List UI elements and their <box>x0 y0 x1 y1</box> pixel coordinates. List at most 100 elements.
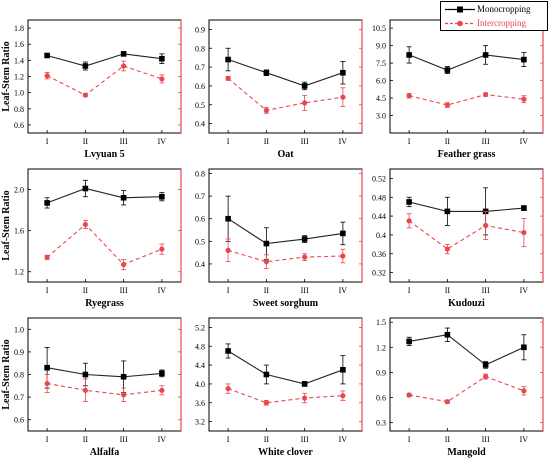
panel-1-point-inter-1 <box>82 92 88 98</box>
panel-4-xtick-label-2: III <box>120 286 128 295</box>
panel-1-ytick-label-2: 1.0 <box>14 89 24 98</box>
panel-8-xtick-label-2: III <box>301 435 309 444</box>
panel-3-xtick-label-2: III <box>482 137 490 146</box>
panel-1-ytick-label-6: 1.8 <box>14 24 24 33</box>
panel-5-frame <box>208 168 363 283</box>
panel-8-ytick-label-4: 4.8 <box>195 342 205 351</box>
panel-5-point-inter-3 <box>340 253 346 259</box>
panel-1-point-inter-3 <box>159 76 165 82</box>
panel-6-ytick-label-0: 0.32 <box>372 269 386 278</box>
panel-7-frame <box>27 317 182 432</box>
panel-7-ytick-label-4: 1.0 <box>14 325 24 334</box>
panel-2-point-inter-3 <box>340 94 346 100</box>
panel-3-xtick-label-3: IV <box>520 137 529 146</box>
panel-8-point-mono-2 <box>301 381 308 387</box>
panel-5-xtick-label-3: IV <box>339 286 348 295</box>
panel-2-frame <box>208 19 363 134</box>
panel-6-xtick-label-2: III <box>482 286 490 295</box>
panel-7-point-inter-0 <box>44 380 50 387</box>
panel-7-point-mono-3 <box>159 370 165 377</box>
panel-2-xtick-label-2: III <box>301 137 309 146</box>
panel-7-ytick-label-0: 0.6 <box>14 416 24 425</box>
panel-9-ytick-label-1: 0.6 <box>376 394 386 403</box>
panel-1-point-mono-1 <box>82 63 89 69</box>
panel-5-xlabel: Sweet sorghum <box>253 298 319 309</box>
panel-2-point-mono-1 <box>263 69 270 76</box>
legend-marker-intercropping <box>445 20 475 27</box>
panel-8-frame <box>208 317 363 432</box>
legend-entry-monocropping: Monocropping <box>441 3 547 16</box>
panel-1-point-mono-2 <box>120 51 127 57</box>
panel-9-ytick-label-3: 1.2 <box>376 343 386 352</box>
panel-3-point-mono-2 <box>482 52 489 58</box>
panel-8-xtick-label-3: IV <box>339 435 348 444</box>
panel-4-ylabel: Leaf-Stem Ratio <box>1 190 12 260</box>
panel-4-point-inter-3 <box>159 246 165 252</box>
panel-2-ytick-label-3: 0.7 <box>195 63 205 72</box>
panel-2-ytick-label-5: 0.9 <box>195 25 205 34</box>
panel-2-series-line-inter <box>227 77 343 111</box>
panel-3-ytick-label-0: 3.0 <box>376 112 386 121</box>
panel-7-series-line-inter <box>47 382 162 396</box>
legend-label-monocropping: Monocropping <box>477 4 531 14</box>
panel-3-ytick-label-1: 4.5 <box>376 94 386 103</box>
panel-9-xlabel: Mangold <box>447 447 486 458</box>
panel-5-series-line-mono <box>227 218 343 245</box>
panel-3-ytick-label-5: 10.5 <box>372 24 386 33</box>
panel-5-point-mono-0 <box>225 215 231 222</box>
panel-6-point-mono-3 <box>521 205 527 211</box>
panel-7-xtick-label-0: I <box>46 435 49 444</box>
panel-2-series-line-mono <box>227 58 344 87</box>
panel-2-xtick-label-3: IV <box>339 137 348 146</box>
panel-7-point-mono-0 <box>44 364 50 371</box>
panel-2-ytick-label-0: 0.4 <box>195 120 205 129</box>
panel-4-point-mono-2 <box>120 194 127 201</box>
panel-2-point-inter-1 <box>263 107 269 113</box>
panel-9-point-inter-2 <box>483 373 489 380</box>
panel-2-xtick-label-0: I <box>227 137 230 146</box>
panel-9-ytick-label-0: 0.3 <box>376 419 386 428</box>
panel-8-ytick-label-5: 5.2 <box>195 323 205 332</box>
legend-entry-intercropping: Intercropping <box>441 17 547 30</box>
legend: Monocropping Intercropping <box>440 1 548 31</box>
panel-1-point-inter-2 <box>121 63 127 69</box>
panel-7-ytick-label-1: 0.7 <box>14 393 24 402</box>
panel-6-ytick-label-1: 0.36 <box>372 250 386 259</box>
panel-4-point-inter-2 <box>121 261 127 268</box>
panel-6-ytick-label-2: 0.4 <box>376 231 386 240</box>
panel-4-point-mono-1 <box>82 185 89 192</box>
panel-8-ytick-label-2: 4.0 <box>195 380 205 389</box>
panel-1-ytick-label-5: 1.6 <box>14 40 24 49</box>
panel-3-point-mono-1 <box>444 67 451 73</box>
legend-marker-monocropping <box>445 6 475 13</box>
panel-8-point-inter-1 <box>263 400 269 406</box>
panel-7-ytick-label-3: 0.9 <box>14 348 24 357</box>
panel-6-point-inter-2 <box>483 222 489 229</box>
panel-1-xtick-label-2: III <box>120 137 128 146</box>
panel-7-xtick-label-1: II <box>83 435 89 444</box>
panel-4-frame <box>27 168 182 283</box>
panel-8-xtick-label-0: I <box>227 435 230 444</box>
panel-8-point-mono-3 <box>340 366 346 373</box>
panel-1-ytick-label-0: 0.6 <box>14 121 24 130</box>
panel-8-ytick-label-0: 3.2 <box>195 418 205 427</box>
panel-6-series-line-inter <box>408 220 525 250</box>
panel-9-point-mono-3 <box>521 344 527 351</box>
panel-3-point-mono-0 <box>406 52 412 58</box>
panel-4-point-inter-0 <box>44 254 50 260</box>
panel-1-ytick-label-4: 1.4 <box>14 56 24 65</box>
panel-4-point-inter-1 <box>82 221 88 228</box>
panel-3-xlabel: Feather grass <box>438 149 496 160</box>
panel-8-ytick-label-1: 3.6 <box>195 399 205 408</box>
panel-5-ytick-label-1: 0.5 <box>195 237 205 246</box>
panel-8-point-inter-2 <box>302 395 308 401</box>
panel-5-series-line-inter <box>227 249 343 263</box>
panel-9-xtick-label-3: IV <box>520 435 529 444</box>
panel-1-frame <box>27 19 182 134</box>
panel-6-point-inter-3 <box>521 229 527 236</box>
panel-5-ytick-label-2: 0.6 <box>195 215 205 224</box>
panel-9-series-line-mono <box>409 334 525 366</box>
panel-3-frame <box>389 19 544 134</box>
panel-5-point-inter-1 <box>263 259 269 265</box>
